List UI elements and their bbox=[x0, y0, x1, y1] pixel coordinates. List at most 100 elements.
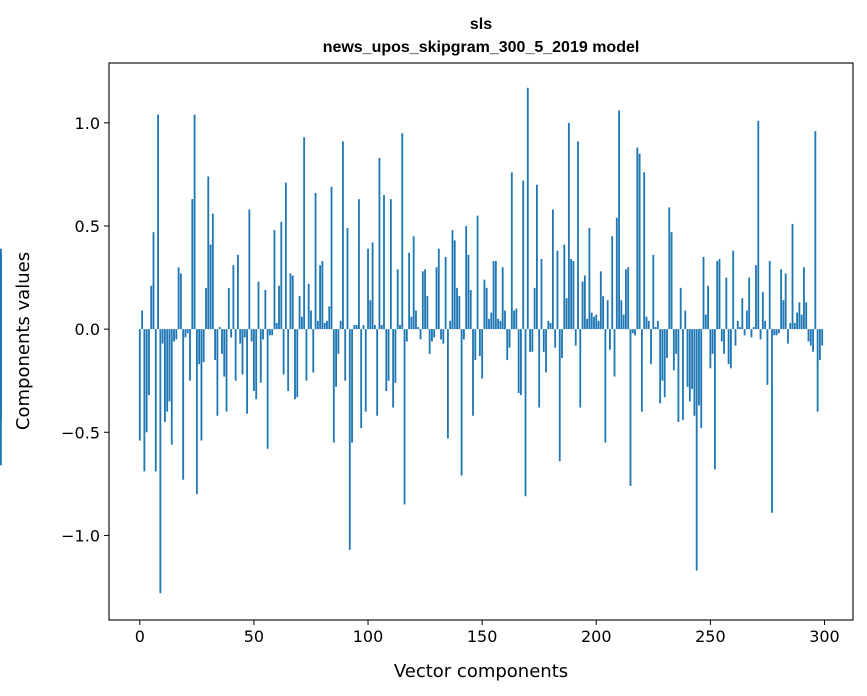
bar bbox=[383, 195, 385, 330]
bar bbox=[734, 329, 737, 346]
bar bbox=[396, 269, 399, 330]
bar bbox=[485, 287, 488, 330]
bar bbox=[337, 329, 340, 354]
bar bbox=[291, 275, 294, 330]
bar bbox=[330, 186, 333, 330]
bar bbox=[545, 329, 547, 373]
bar bbox=[275, 322, 278, 330]
bar bbox=[695, 329, 698, 571]
bar bbox=[711, 329, 714, 354]
bar bbox=[278, 285, 280, 330]
bar bbox=[289, 273, 292, 330]
bar bbox=[373, 325, 376, 330]
bar bbox=[638, 153, 641, 330]
bar bbox=[389, 199, 392, 330]
bar bbox=[0, 329, 2, 377]
bar bbox=[351, 329, 353, 443]
bar bbox=[796, 312, 798, 330]
bar bbox=[631, 329, 634, 334]
bar bbox=[540, 258, 543, 330]
bar bbox=[768, 261, 771, 330]
bar bbox=[221, 329, 223, 354]
bar bbox=[405, 329, 408, 342]
bar bbox=[362, 325, 365, 330]
bar bbox=[316, 320, 319, 330]
bar bbox=[246, 329, 248, 414]
bar bbox=[364, 329, 367, 412]
bar bbox=[599, 271, 602, 330]
bar bbox=[538, 329, 541, 408]
bar bbox=[488, 318, 490, 330]
bar bbox=[282, 329, 285, 375]
bar bbox=[814, 131, 817, 330]
bar bbox=[401, 133, 404, 330]
bar bbox=[392, 329, 395, 408]
bar bbox=[159, 329, 162, 594]
bar bbox=[241, 329, 244, 375]
y-tick-label: −1.0 bbox=[61, 526, 100, 545]
bar bbox=[250, 329, 253, 342]
bar bbox=[184, 329, 187, 338]
chart-title: sls bbox=[470, 16, 492, 33]
bar bbox=[563, 244, 566, 330]
bar bbox=[536, 184, 538, 330]
bar bbox=[205, 287, 207, 330]
bar bbox=[223, 329, 226, 377]
bar bbox=[666, 329, 668, 358]
bar bbox=[419, 329, 422, 340]
bar bbox=[460, 329, 463, 476]
bar bbox=[629, 329, 632, 486]
x-tick-label: 100 bbox=[353, 627, 384, 646]
bar bbox=[314, 192, 317, 330]
bar bbox=[784, 273, 787, 330]
bar bbox=[672, 329, 675, 371]
bar bbox=[255, 329, 258, 400]
bar bbox=[579, 329, 582, 408]
bar bbox=[723, 329, 725, 354]
bar bbox=[182, 329, 185, 480]
bar bbox=[739, 327, 741, 330]
bar bbox=[433, 329, 436, 338]
bar bbox=[376, 329, 379, 416]
bar bbox=[248, 209, 251, 330]
bar bbox=[214, 329, 217, 361]
bar bbox=[173, 329, 175, 342]
bar bbox=[300, 316, 303, 330]
bar bbox=[243, 329, 246, 338]
bar bbox=[597, 320, 600, 330]
bar bbox=[549, 322, 552, 330]
chart-subtitle: news_upos_skipgram_300_5_2019 model bbox=[323, 39, 640, 56]
bar bbox=[387, 329, 390, 381]
x-tick-label: 300 bbox=[809, 627, 840, 646]
bar bbox=[520, 329, 522, 396]
bar bbox=[426, 296, 429, 330]
bar bbox=[773, 329, 776, 336]
bar bbox=[533, 287, 536, 330]
bar bbox=[321, 261, 324, 330]
bar bbox=[656, 320, 659, 330]
bar bbox=[462, 329, 465, 340]
bar bbox=[720, 329, 723, 342]
bar bbox=[380, 325, 383, 330]
bar bbox=[513, 310, 516, 330]
y-tick-label: 1.0 bbox=[75, 114, 100, 133]
bar bbox=[141, 310, 144, 330]
bar bbox=[572, 261, 575, 330]
bar bbox=[634, 329, 636, 336]
bar bbox=[581, 281, 584, 330]
bar bbox=[727, 329, 730, 365]
bar bbox=[177, 267, 180, 330]
bar bbox=[718, 258, 721, 330]
bar bbox=[777, 329, 780, 334]
bar bbox=[766, 329, 769, 385]
bar bbox=[622, 314, 625, 330]
bar bbox=[748, 277, 751, 330]
x-tick-label: 50 bbox=[244, 627, 264, 646]
bar bbox=[332, 329, 335, 443]
bar bbox=[472, 329, 474, 416]
bar bbox=[403, 329, 406, 505]
bar bbox=[586, 318, 589, 330]
bar bbox=[798, 302, 801, 330]
bar bbox=[567, 122, 570, 330]
bar bbox=[805, 302, 808, 330]
